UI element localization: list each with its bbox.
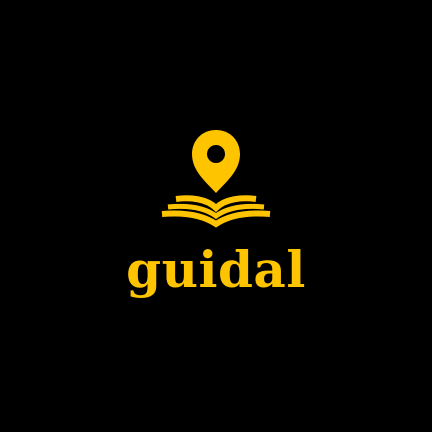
brand-wordmark: guidal [126,240,306,299]
map-pin-icon [192,130,240,193]
open-book-icon [161,195,271,228]
